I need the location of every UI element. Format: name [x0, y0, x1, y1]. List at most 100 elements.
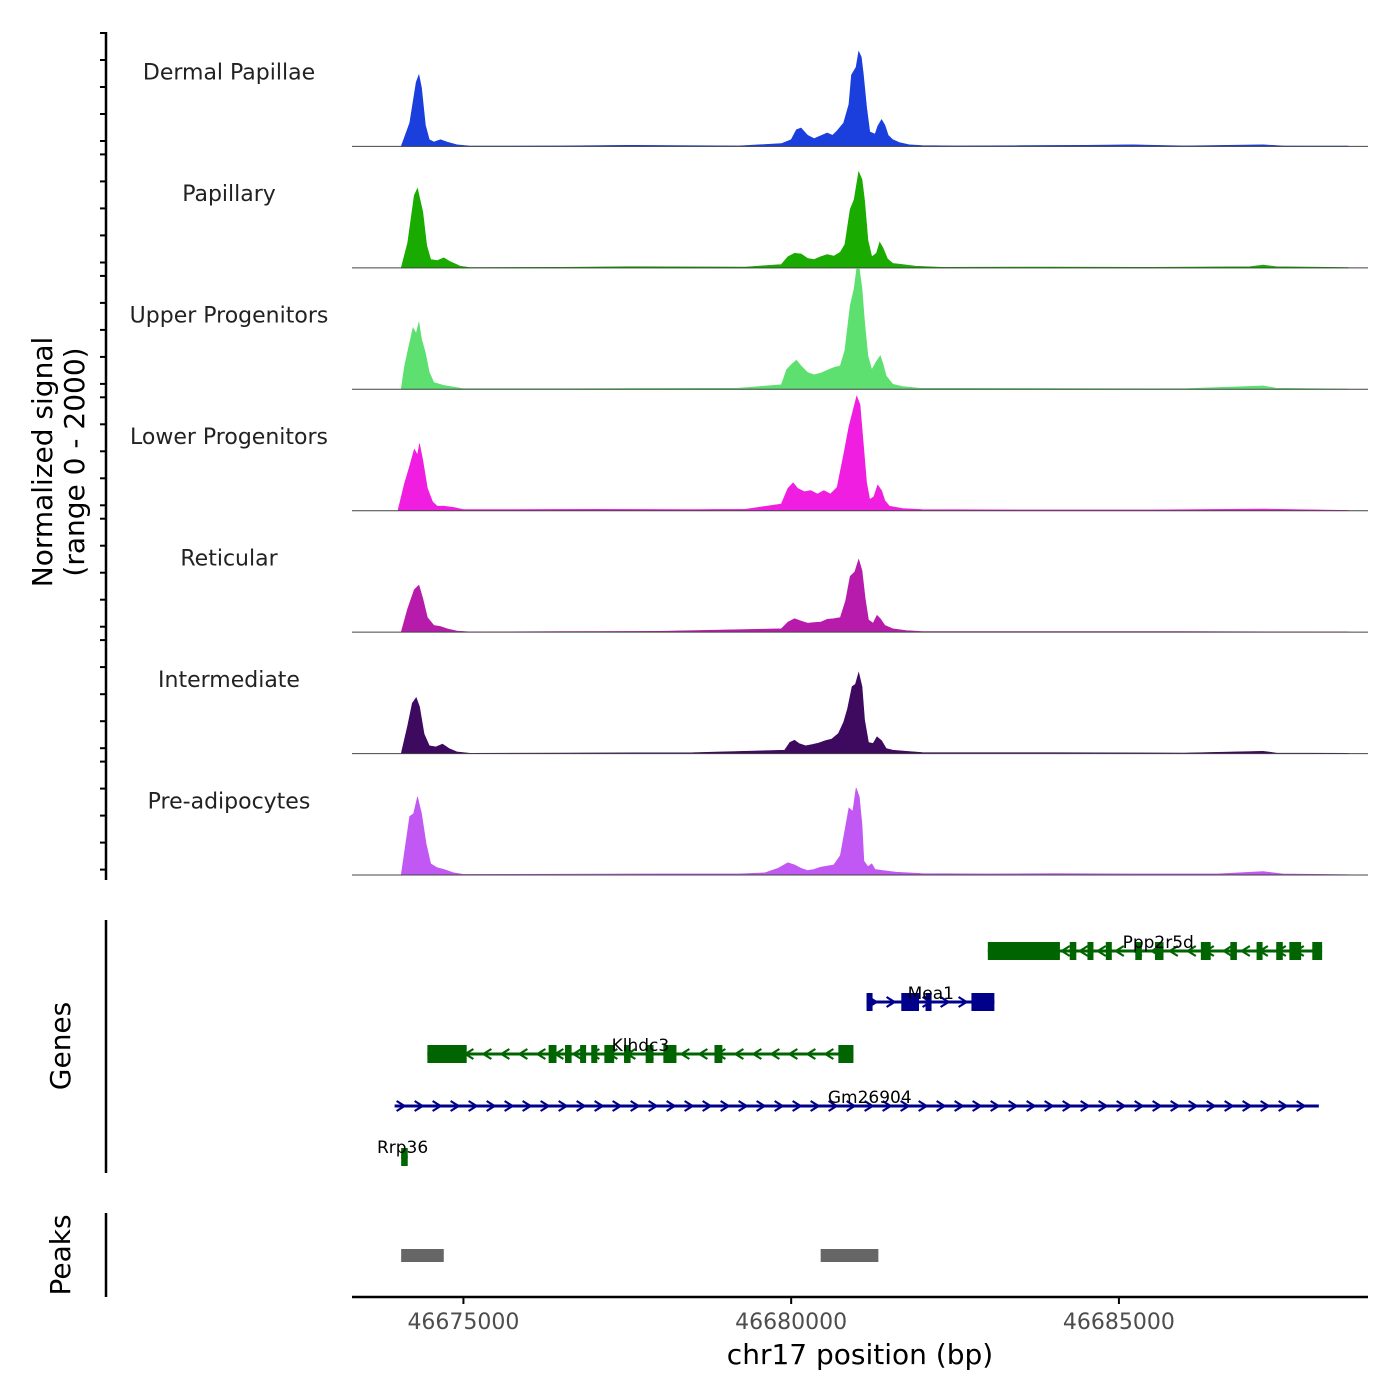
strand-chevron	[756, 1100, 767, 1112]
strand-chevron	[733, 1048, 744, 1060]
strand-chevron	[1170, 1100, 1181, 1112]
gene-exon	[1289, 942, 1302, 960]
strand-chevron	[679, 1048, 690, 1060]
gene-exon	[714, 1045, 723, 1063]
y-axis-title-line2: (range 0 - 2000)	[58, 347, 91, 576]
signal-area-intermediate	[400, 671, 1349, 754]
gene-label-klhdc3: Klhdc3	[612, 1036, 670, 1056]
strand-chevron	[1059, 945, 1071, 957]
track-upper-progenitors: Upper Progenitors	[130, 268, 1368, 390]
gene-exon	[427, 1045, 467, 1063]
strand-chevron	[957, 996, 969, 1008]
gene-mea1: Mea1	[866, 984, 995, 1011]
strand-chevron	[954, 1100, 965, 1112]
strand-chevron	[486, 1100, 497, 1112]
strand-chevron	[1080, 1100, 1091, 1112]
strand-chevron	[936, 1100, 947, 1112]
strand-chevron	[1221, 945, 1233, 957]
strand-chevron	[1044, 1100, 1055, 1112]
strand-chevron	[468, 1100, 479, 1112]
gene-label-gm26904: Gm26904	[828, 1088, 912, 1108]
track-label-intermediate: Intermediate	[158, 668, 300, 693]
strand-chevron	[396, 1100, 407, 1112]
strand-chevron	[864, 1100, 875, 1112]
gene-gm26904: Gm26904	[394, 1088, 1319, 1112]
strand-chevron	[594, 1100, 605, 1112]
strand-chevron	[1152, 1100, 1163, 1112]
strand-chevron	[571, 1048, 582, 1060]
strand-chevron	[972, 1100, 983, 1112]
signal-area-lower-progenitors	[397, 395, 1349, 511]
track-label-dermal-papillae: Dermal Papillae	[143, 61, 315, 86]
x-tick-label: 46685000	[1063, 1310, 1175, 1335]
gene-klhdc3: Klhdc3	[427, 1036, 854, 1063]
x-axis: 46675000 46680000 46685000	[352, 1295, 1368, 1335]
gene-exon	[401, 1148, 408, 1166]
strand-chevron	[885, 996, 897, 1008]
gene-label-rrp36: Rrp36	[377, 1138, 428, 1158]
strand-chevron	[1188, 1100, 1199, 1112]
gene-exon	[565, 1045, 572, 1063]
strand-chevron	[630, 1100, 641, 1112]
gene-exon	[580, 1045, 587, 1063]
strand-chevron	[697, 1048, 708, 1060]
gene-exon	[1256, 942, 1263, 960]
strand-chevron	[1296, 1100, 1307, 1112]
gene-exon	[866, 993, 873, 1011]
track-label-papillary: Papillary	[182, 182, 276, 207]
strand-chevron	[1206, 1100, 1217, 1112]
strand-chevron	[792, 1100, 803, 1112]
strand-chevron	[828, 1100, 839, 1112]
strand-chevron	[769, 1048, 780, 1060]
strand-chevron	[576, 1100, 587, 1112]
track-papillary: Papillary	[182, 170, 1368, 269]
strand-chevron	[1185, 945, 1197, 957]
strand-chevron	[499, 1048, 510, 1060]
gene-exon	[591, 1045, 598, 1063]
strand-chevron	[1095, 945, 1107, 957]
signal-area-papillary	[400, 170, 1349, 269]
track-dermal-papillae: Dermal Papillae	[143, 50, 1368, 147]
gene-exon	[971, 993, 995, 1011]
gene-exon	[1135, 942, 1142, 960]
strand-chevron	[558, 1100, 569, 1112]
strand-chevron	[1239, 945, 1251, 957]
gene-exon	[925, 993, 932, 1011]
track-pre-adipocytes: Pre-adipocytes	[148, 787, 1368, 876]
strand-chevron	[535, 1048, 546, 1060]
genes-track-title: Genes	[44, 1002, 77, 1090]
strand-chevron	[504, 1100, 515, 1112]
strand-chevron	[702, 1100, 713, 1112]
gene-exon	[987, 942, 1060, 960]
strand-chevron	[666, 1100, 677, 1112]
strand-chevron	[787, 1048, 798, 1060]
gene-rrp36: Rrp36	[377, 1138, 428, 1166]
strand-chevron	[1062, 1100, 1073, 1112]
signal-area-reticular	[400, 558, 1349, 633]
gene-exon	[1087, 942, 1094, 960]
y-axis	[100, 32, 108, 880]
strand-chevron	[774, 1100, 785, 1112]
strand-chevron	[540, 1100, 551, 1112]
signal-tracks: Dermal Papillae Papillary Upper Progenitor…	[130, 50, 1368, 876]
gene-label-mea1: Mea1	[908, 984, 954, 1004]
gene-exon	[1154, 942, 1164, 960]
strand-chevron	[684, 1100, 695, 1112]
strand-chevron	[1134, 1100, 1145, 1112]
peaks-track-title: Peaks	[44, 1214, 77, 1295]
strand-chevron	[1026, 1100, 1037, 1112]
gene-exon	[1230, 942, 1237, 960]
strand-chevron	[522, 1100, 533, 1112]
gene-exon	[1069, 942, 1077, 960]
strand-chevron	[738, 1100, 749, 1112]
strand-chevron	[612, 1100, 623, 1112]
gene-exon	[548, 1045, 557, 1063]
strand-chevron	[1116, 1100, 1127, 1112]
x-tick-label: 46675000	[407, 1310, 519, 1335]
peaks-track	[401, 1249, 879, 1262]
track-label-reticular: Reticular	[180, 546, 278, 571]
strand-chevron	[1098, 1100, 1109, 1112]
gene-ppp2r5d: Ppp2r5d	[987, 933, 1323, 960]
peak-2	[820, 1249, 879, 1262]
